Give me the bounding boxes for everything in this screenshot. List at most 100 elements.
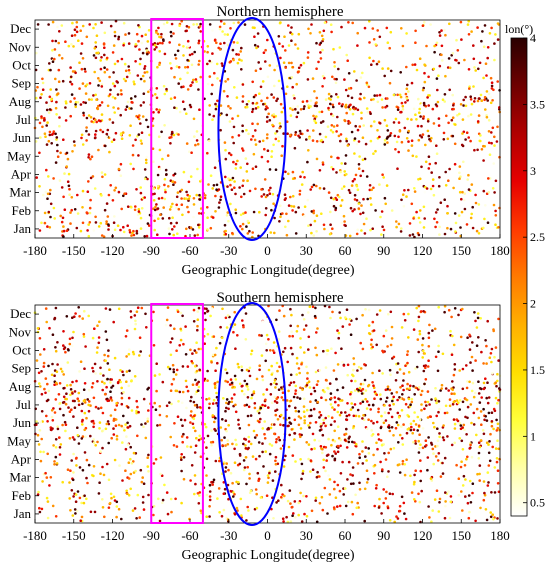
- scatter-point: [47, 210, 51, 214]
- scatter-point: [169, 389, 173, 393]
- scatter-point: [439, 201, 443, 204]
- scatter-point: [98, 421, 102, 424]
- scatter-point: [484, 204, 487, 207]
- scatter-point: [294, 210, 298, 214]
- scatter-point: [331, 75, 334, 79]
- scatter-point: [133, 82, 136, 86]
- scatter-point: [177, 82, 180, 85]
- scatter-point: [305, 408, 309, 412]
- scatter-point: [404, 402, 408, 406]
- scatter-point: [243, 379, 247, 383]
- scatter-point: [158, 519, 162, 523]
- scatter-point: [307, 380, 311, 384]
- scatter-point: [469, 113, 473, 116]
- scatter-point: [268, 471, 271, 475]
- scatter-point: [215, 401, 218, 405]
- scatter-point: [154, 93, 157, 96]
- scatter-point: [103, 46, 106, 49]
- scatter-point: [440, 383, 444, 387]
- scatter-point: [273, 432, 276, 436]
- scatter-point: [222, 508, 226, 512]
- scatter-point: [273, 231, 276, 235]
- scatter-point: [192, 426, 195, 430]
- scatter-point: [246, 414, 250, 418]
- scatter-point: [69, 388, 73, 391]
- scatter-point: [376, 100, 380, 104]
- scatter-point: [152, 462, 156, 465]
- scatter-point: [117, 37, 120, 41]
- scatter-point: [170, 382, 174, 386]
- scatter-point: [235, 506, 239, 510]
- scatter-point: [78, 496, 82, 500]
- scatter-point: [306, 160, 309, 164]
- scatter-point: [261, 442, 264, 445]
- scatter-point: [312, 114, 315, 118]
- scatter-point: [431, 184, 435, 188]
- scatter-point: [60, 186, 64, 189]
- scatter-point: [346, 478, 349, 481]
- scatter-point: [43, 387, 46, 391]
- scatter-point: [210, 429, 213, 432]
- scatter-point: [293, 432, 297, 435]
- scatter-point: [109, 24, 113, 28]
- scatter-point: [78, 315, 81, 318]
- scatter-point: [151, 147, 155, 150]
- scatter-point: [368, 41, 371, 44]
- scatter-point: [134, 205, 137, 208]
- scatter-point: [496, 80, 500, 83]
- scatter-point: [369, 139, 373, 143]
- scatter-point: [103, 70, 107, 74]
- scatter-point: [194, 365, 197, 368]
- colorbar-tick-label: 3: [530, 164, 536, 178]
- scatter-point: [324, 398, 328, 402]
- scatter-point: [72, 452, 75, 456]
- scatter-point: [197, 41, 200, 45]
- scatter-point: [171, 228, 174, 231]
- scatter-point: [38, 429, 42, 432]
- scatter-point: [453, 307, 457, 310]
- scatter-point: [457, 493, 461, 497]
- scatter-point: [246, 49, 250, 53]
- scatter-point: [127, 68, 131, 72]
- scatter-point: [322, 349, 325, 353]
- scatter-point: [319, 57, 323, 60]
- scatter-point: [108, 75, 111, 79]
- scatter-point: [124, 33, 127, 36]
- scatter-point: [354, 173, 358, 177]
- scatter-point: [459, 424, 463, 427]
- scatter-point: [318, 132, 322, 136]
- scatter-point: [348, 234, 352, 238]
- scatter-point: [49, 476, 53, 479]
- scatter-point: [422, 349, 425, 353]
- scatter-point: [139, 57, 142, 61]
- scatter-point: [175, 445, 179, 448]
- scatter-point: [451, 388, 455, 392]
- scatter-point: [395, 421, 399, 424]
- scatter-point: [357, 163, 361, 166]
- scatter-point: [211, 216, 215, 219]
- scatter-point: [231, 135, 234, 139]
- scatter-point: [405, 137, 409, 140]
- scatter-point: [169, 435, 172, 439]
- scatter-point: [490, 131, 493, 134]
- scatter-point: [327, 415, 330, 418]
- scatter-point: [134, 138, 137, 142]
- scatter-point: [272, 96, 276, 99]
- colorbar-label: lon(°): [505, 22, 533, 36]
- scatter-point: [472, 57, 476, 61]
- scatter-point: [71, 380, 74, 384]
- scatter-point: [147, 224, 151, 227]
- scatter-point: [42, 348, 46, 351]
- scatter-point: [342, 214, 346, 218]
- scatter-point: [477, 232, 481, 235]
- x-tick-label: -60: [181, 528, 198, 543]
- scatter-point: [417, 138, 421, 142]
- scatter-point: [55, 138, 58, 141]
- scatter-point: [399, 71, 403, 74]
- scatter-point: [283, 198, 287, 201]
- scatter-point: [336, 410, 340, 414]
- scatter-point: [268, 442, 272, 446]
- scatter-point: [214, 416, 217, 420]
- scatter-point: [163, 177, 167, 181]
- scatter-point: [291, 194, 295, 198]
